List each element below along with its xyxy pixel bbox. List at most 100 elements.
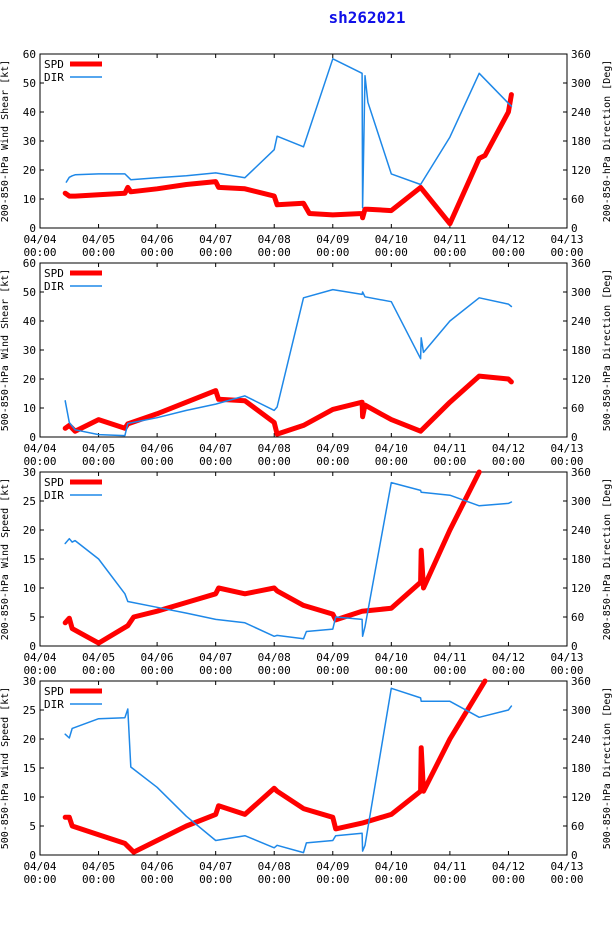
legend-label: SPD xyxy=(44,58,64,71)
x-tick-label-date: 04/08 xyxy=(258,442,291,455)
y2-tick-label: 180 xyxy=(571,135,591,148)
x-tick-label-date: 04/10 xyxy=(375,651,408,664)
x-tick-label-time: 00:00 xyxy=(23,873,56,886)
x-tick-label-time: 00:00 xyxy=(258,664,291,677)
x-tick-label-time: 00:00 xyxy=(141,246,174,259)
x-tick-label-time: 00:00 xyxy=(199,246,232,259)
y-tick-label: 30 xyxy=(23,135,36,148)
x-tick-label-date: 04/05 xyxy=(82,442,115,455)
y2-axis-label: 200-850-hPa Direction [Deg] xyxy=(602,60,613,223)
y-tick-label: 15 xyxy=(23,553,36,566)
y2-tick-label: 0 xyxy=(571,849,578,862)
y2-axis-label: 500-850-hPa Direction [Deg] xyxy=(602,687,613,850)
x-tick-label-time: 00:00 xyxy=(492,873,525,886)
y2-tick-label: 360 xyxy=(571,675,591,688)
y-tick-label: 20 xyxy=(23,373,36,386)
y2-tick-label: 120 xyxy=(571,164,591,177)
y2-tick-label: 300 xyxy=(571,495,591,508)
dir-series-line xyxy=(64,687,513,854)
x-tick-label-date: 04/07 xyxy=(199,651,232,664)
x-tick-label-date: 04/10 xyxy=(375,442,408,455)
x-tick-label-date: 04/08 xyxy=(258,233,291,246)
legend-label: SPD xyxy=(44,267,64,280)
y2-tick-label: 0 xyxy=(571,640,578,653)
legend-label: SPD xyxy=(44,476,64,489)
x-tick-label-date: 04/04 xyxy=(23,860,56,873)
plot-frame xyxy=(39,680,568,856)
x-tick-label-time: 00:00 xyxy=(375,873,408,886)
y-axis-label: 500-850-hPa Wind Speed [kt] xyxy=(0,687,11,850)
y2-axis-label: 500-850-hPa Direction [Deg] xyxy=(602,269,613,432)
y-tick-label: 25 xyxy=(23,495,36,508)
legend-label: DIR xyxy=(44,698,64,711)
x-tick-label-date: 04/12 xyxy=(492,233,525,246)
x-tick-label-date: 04/05 xyxy=(82,233,115,246)
x-tick-label-time: 00:00 xyxy=(433,455,466,468)
y-axis-label: 500-850-hPa Wind Shear [kt] xyxy=(0,269,11,432)
y-tick-label: 0 xyxy=(29,640,36,653)
y-tick-label: 25 xyxy=(23,704,36,717)
x-tick-label-time: 00:00 xyxy=(23,664,56,677)
y2-tick-label: 60 xyxy=(571,820,584,833)
y2-tick-label: 360 xyxy=(571,257,591,270)
y2-tick-label: 0 xyxy=(571,222,578,235)
x-tick-label-time: 00:00 xyxy=(199,873,232,886)
y2-tick-label: 0 xyxy=(571,431,578,444)
x-tick-label-time: 00:00 xyxy=(433,246,466,259)
x-tick-label-date: 04/13 xyxy=(550,233,583,246)
x-tick-label-date: 04/09 xyxy=(316,442,349,455)
y2-tick-label: 60 xyxy=(571,402,584,415)
spd-series-line xyxy=(62,678,488,855)
x-tick-label-time: 00:00 xyxy=(316,246,349,259)
y-tick-label: 0 xyxy=(29,849,36,862)
x-tick-label-time: 00:00 xyxy=(82,873,115,886)
x-tick-label-date: 04/11 xyxy=(433,860,466,873)
y-tick-label: 10 xyxy=(23,791,36,804)
x-tick-label-date: 04/08 xyxy=(258,860,291,873)
y2-tick-label: 60 xyxy=(571,193,584,206)
spd-series-line xyxy=(62,469,482,646)
x-tick-label-date: 04/12 xyxy=(492,442,525,455)
y2-tick-label: 180 xyxy=(571,553,591,566)
x-tick-label-date: 04/04 xyxy=(23,233,56,246)
x-tick-label-date: 04/09 xyxy=(316,651,349,664)
y-tick-label: 60 xyxy=(23,257,36,270)
y2-tick-label: 300 xyxy=(571,704,591,717)
x-tick-label-date: 04/13 xyxy=(550,442,583,455)
page-title: sh262021 xyxy=(328,8,406,27)
x-tick-label-time: 00:00 xyxy=(492,664,525,677)
x-tick-label-time: 00:00 xyxy=(199,664,232,677)
y2-tick-label: 180 xyxy=(571,762,591,775)
legend-label: SPD xyxy=(44,685,64,698)
y2-tick-label: 240 xyxy=(571,733,591,746)
x-tick-label-time: 00:00 xyxy=(433,873,466,886)
x-tick-label-date: 04/07 xyxy=(199,442,232,455)
x-tick-label-time: 00:00 xyxy=(199,455,232,468)
x-tick-label-date: 04/11 xyxy=(433,651,466,664)
y-tick-label: 50 xyxy=(23,286,36,299)
y-tick-label: 5 xyxy=(29,820,36,833)
y-tick-label: 0 xyxy=(29,431,36,444)
x-tick-label-time: 00:00 xyxy=(23,455,56,468)
x-tick-label-time: 00:00 xyxy=(258,873,291,886)
x-tick-label-time: 00:00 xyxy=(141,455,174,468)
y2-tick-label: 120 xyxy=(571,791,591,804)
legend-label: DIR xyxy=(44,489,64,502)
y-tick-label: 30 xyxy=(23,675,36,688)
y-tick-label: 30 xyxy=(23,466,36,479)
y2-tick-label: 360 xyxy=(571,48,591,61)
y2-tick-label: 240 xyxy=(571,106,591,119)
x-tick-label-date: 04/10 xyxy=(375,860,408,873)
y-tick-label: 40 xyxy=(23,106,36,119)
y2-tick-label: 300 xyxy=(571,77,591,90)
x-tick-label-date: 04/12 xyxy=(492,651,525,664)
legend-label: DIR xyxy=(44,280,64,293)
y-tick-label: 20 xyxy=(23,524,36,537)
y2-tick-label: 360 xyxy=(571,466,591,479)
x-tick-label-date: 04/09 xyxy=(316,860,349,873)
y-tick-label: 10 xyxy=(23,402,36,415)
y2-tick-label: 300 xyxy=(571,286,591,299)
y-tick-label: 0 xyxy=(29,222,36,235)
y2-tick-label: 180 xyxy=(571,344,591,357)
